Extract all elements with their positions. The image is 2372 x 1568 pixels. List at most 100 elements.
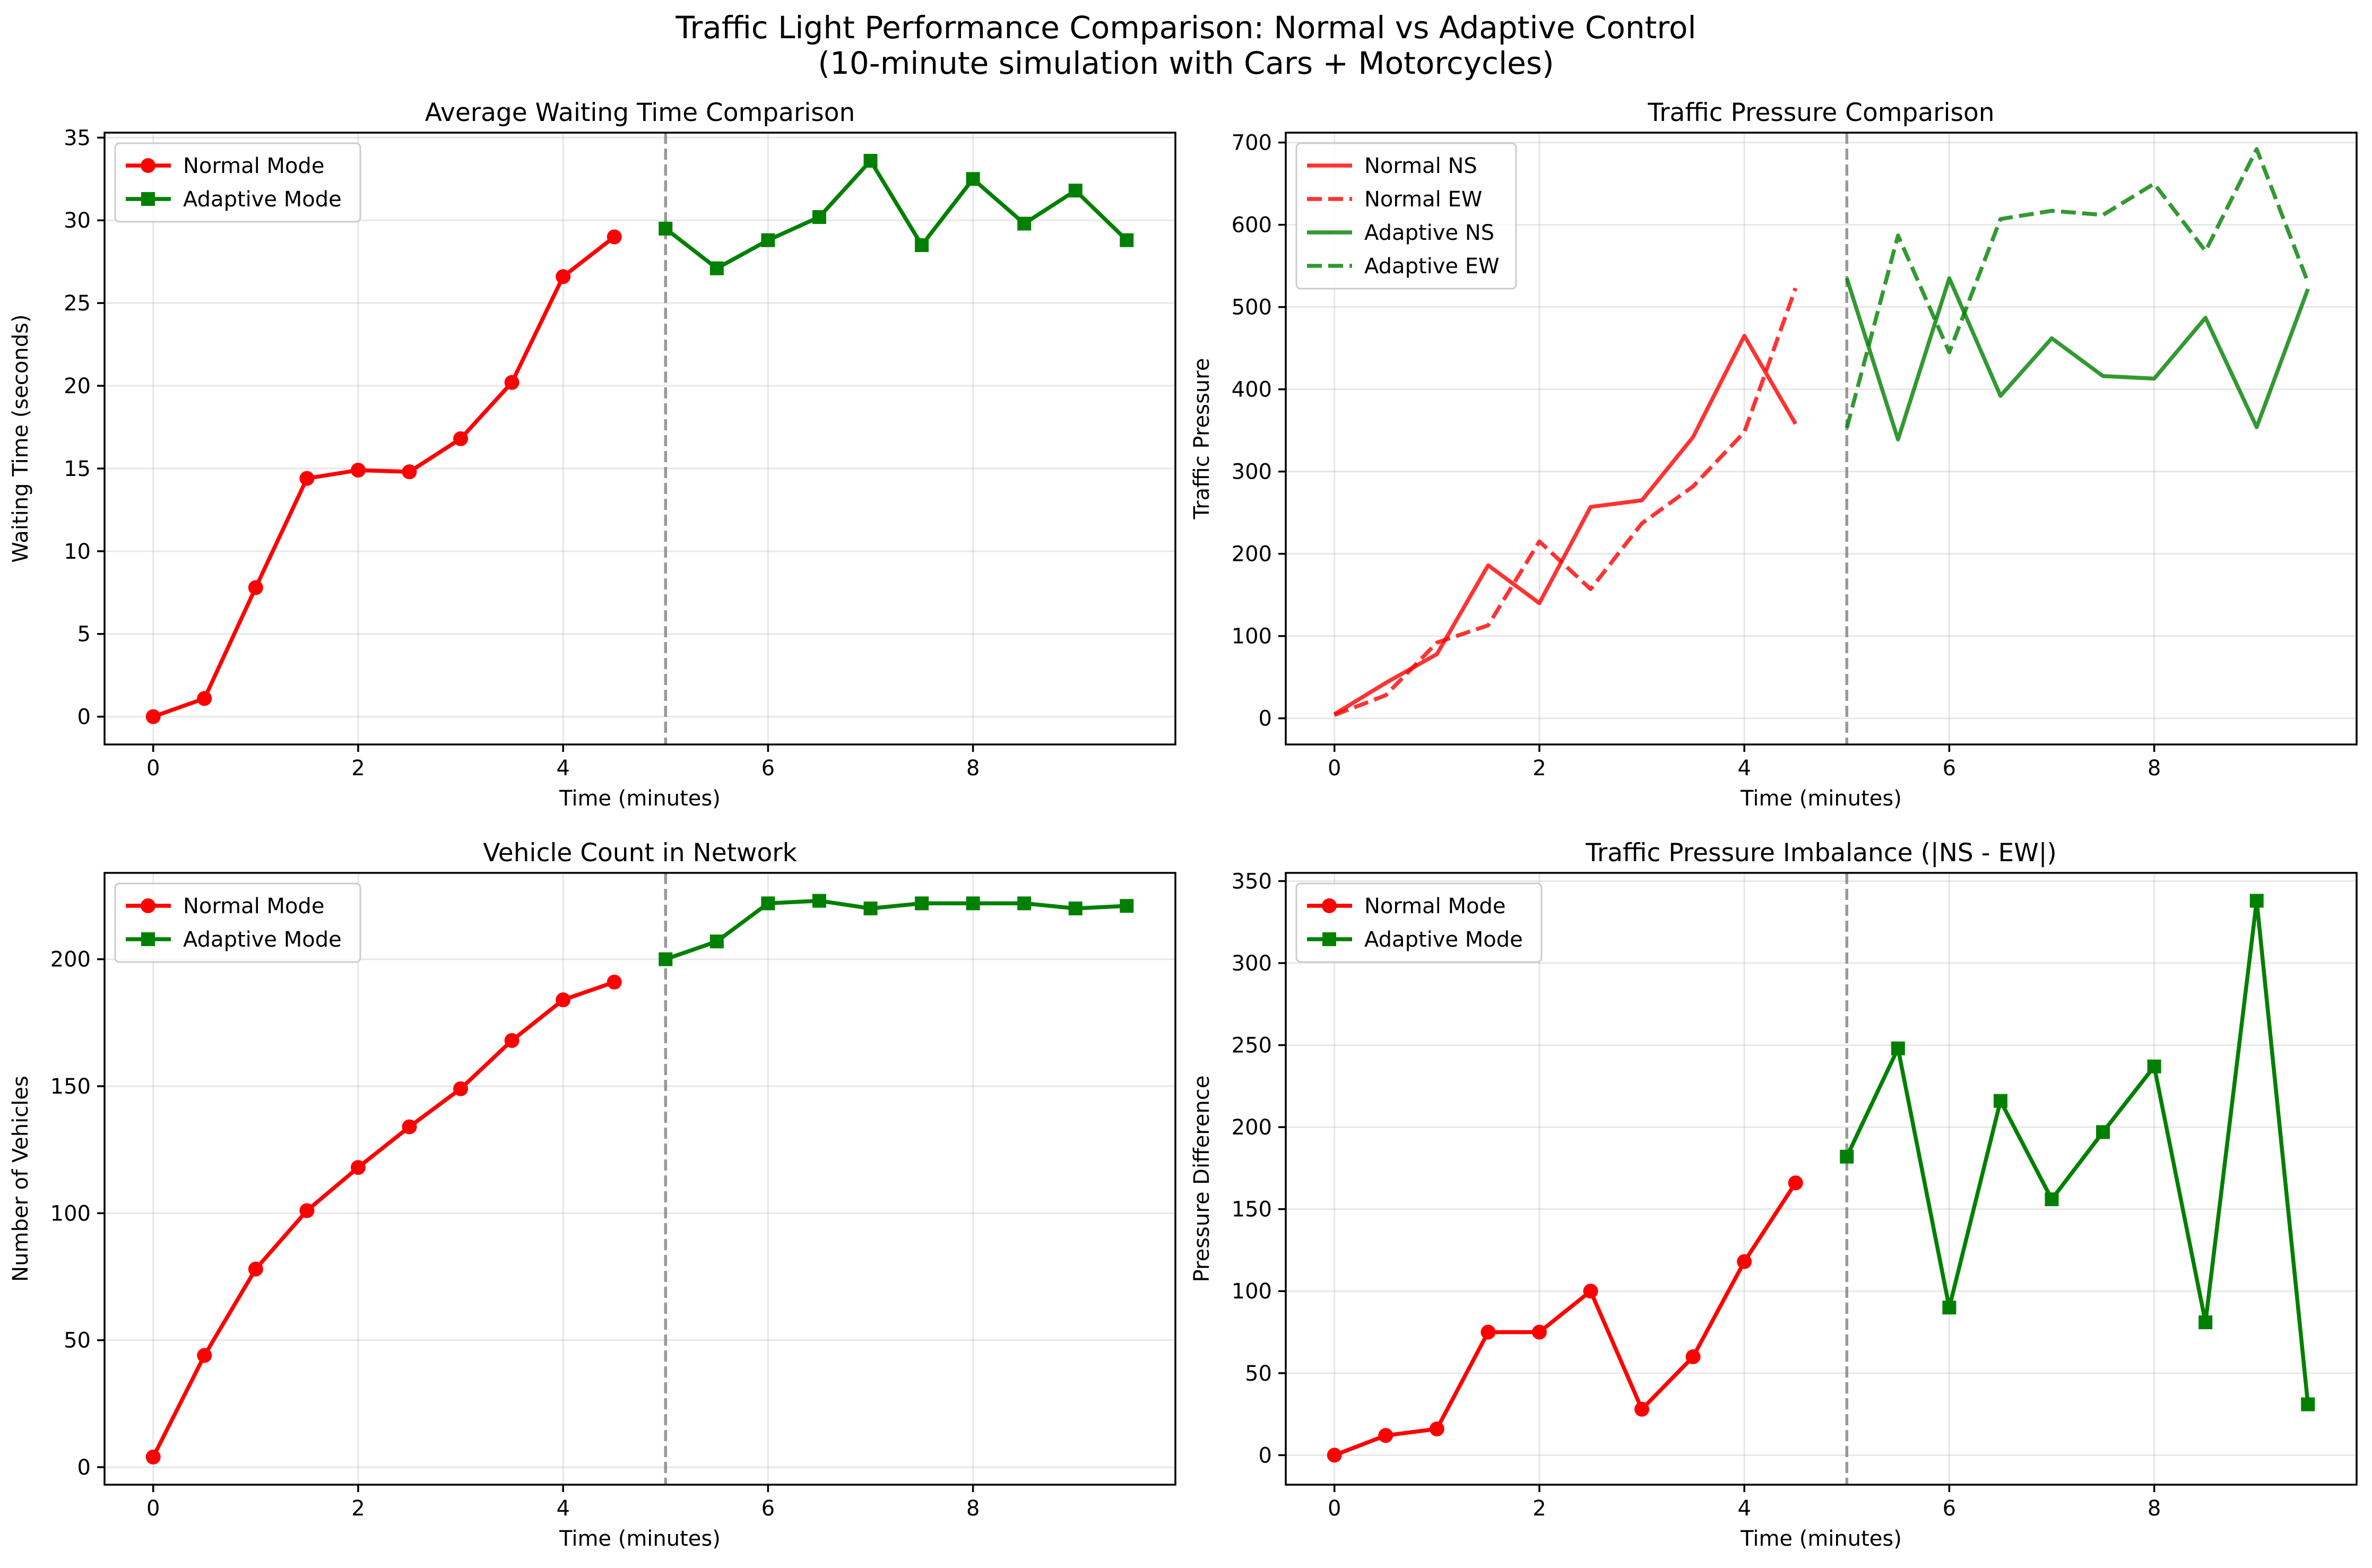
legend-label: Adaptive Mode — [183, 928, 342, 952]
x-tick-label: 8 — [966, 756, 980, 781]
chart-panel-2: 0 2 4 6 8 0 100 200 300 400 500 600 700 Traffic Press… — [1190, 98, 2358, 811]
data-point — [1481, 1324, 1496, 1340]
data-point — [1120, 233, 1134, 247]
legend-box — [114, 882, 361, 963]
legend-label: Normal Mode — [183, 154, 324, 178]
y-axis-label: Traffic Pressure — [1190, 358, 1214, 520]
legend-marker — [141, 898, 155, 913]
data-point — [145, 1449, 161, 1465]
data-point — [863, 902, 878, 916]
data-point — [197, 1348, 212, 1363]
series-line-adaptive-ns — [1845, 276, 2310, 441]
series-line-normal-ew — [1334, 287, 1798, 717]
legend-box — [1295, 142, 1517, 290]
series-line-adaptive-mode — [664, 159, 1128, 271]
data-point — [659, 952, 673, 966]
y-tick-label: 20 — [64, 374, 91, 399]
data-point — [1378, 1428, 1393, 1443]
data-point — [1685, 1349, 1701, 1364]
x-tick-label: 0 — [146, 756, 160, 781]
legend-label: Adaptive EW — [1364, 254, 1500, 279]
x-tick-label: 6 — [1943, 1496, 1956, 1521]
chart-title: Traffic Pressure Comparison — [1647, 98, 1994, 127]
data-point — [145, 709, 161, 724]
series-line-normal-mode — [152, 235, 616, 719]
x-tick-label: 4 — [556, 756, 569, 781]
data-point — [2147, 1059, 2161, 1073]
data-point — [709, 934, 724, 949]
legend-label: Adaptive Mode — [183, 187, 342, 212]
data-point — [2249, 894, 2264, 908]
legend-marker — [1322, 932, 1336, 946]
x-tick-label: 0 — [1328, 756, 1341, 781]
y-axis-label: Number of Vehicles — [8, 1076, 33, 1282]
x-tick-label: 8 — [966, 1496, 980, 1521]
legend-label: Normal NS — [1364, 154, 1477, 178]
y-tick-label: 0 — [77, 705, 91, 730]
x-tick-label: 2 — [1533, 756, 1546, 781]
data-point — [1840, 1149, 1854, 1164]
y-axis-label: Pressure Difference — [1190, 1076, 1214, 1283]
legend-marker — [1322, 898, 1337, 913]
y-tick-label: 300 — [1232, 951, 1272, 976]
y-tick-label: 200 — [1232, 542, 1272, 567]
legend-box — [114, 142, 361, 223]
y-tick-label: 400 — [1232, 378, 1272, 402]
y-tick-label: 350 — [1232, 869, 1272, 894]
data-point — [709, 261, 724, 275]
y-tick-label: 200 — [50, 948, 91, 972]
legend-box — [1295, 882, 1543, 963]
chart-title: Average Waiting Time Comparison — [425, 98, 855, 127]
data-point — [402, 464, 417, 480]
data-point — [1120, 899, 1134, 913]
chart-title: Traffic Pressure Imbalance (|NS - EW|) — [1585, 838, 2057, 868]
y-tick-label: 35 — [64, 126, 91, 150]
legend-label: Normal EW — [1364, 187, 1482, 212]
data-point — [1583, 1284, 1598, 1299]
figure-title-line1: Traffic Light Performance Comparison: No… — [675, 10, 1696, 46]
y-tick-label: 25 — [64, 291, 91, 316]
data-point — [1531, 1324, 1547, 1340]
data-point — [197, 691, 212, 706]
x-tick-label: 2 — [351, 1496, 365, 1521]
y-tick-label: 500 — [1232, 296, 1272, 320]
data-point — [1891, 1041, 1905, 1055]
x-tick-label: 2 — [351, 756, 365, 781]
data-point — [556, 269, 571, 284]
data-point — [1737, 1254, 1752, 1269]
y-tick-label: 0 — [1259, 1443, 1272, 1468]
data-point — [299, 471, 315, 486]
data-point — [1068, 184, 1083, 198]
x-axis-label: Time (minutes) — [1740, 786, 1902, 811]
data-point — [607, 229, 622, 245]
data-point — [1429, 1421, 1444, 1436]
data-point — [659, 221, 673, 236]
series-line-normal-mode — [1334, 1182, 1797, 1457]
chart-panel-4: 0 2 4 6 8 0 50 100 150 200 250 300 350 Traffic Pressu… — [1190, 838, 2358, 1551]
legend-marker — [141, 192, 155, 206]
data-point — [504, 1033, 520, 1048]
data-point — [812, 894, 826, 908]
x-axis-label: Time (minutes) — [1740, 1527, 1902, 1551]
data-point — [1068, 902, 1083, 916]
legend-marker — [141, 158, 155, 173]
y-tick-label: 600 — [1232, 213, 1272, 238]
series-line-normal-mode — [151, 980, 615, 1458]
chart-panel-3: 0 2 4 6 8 0 50 100 150 200 Vehicle Count in Networ… — [8, 838, 1176, 1551]
data-point — [2045, 1192, 2059, 1207]
y-tick-label: 100 — [1232, 625, 1272, 649]
x-tick-label: 6 — [761, 756, 775, 781]
data-point — [556, 992, 571, 1008]
x-tick-label: 0 — [146, 1496, 160, 1521]
axes-frame — [103, 132, 1176, 746]
series-line-adaptive-mode — [1845, 898, 2310, 1405]
data-point — [453, 431, 469, 446]
x-tick-label: 8 — [2148, 1496, 2161, 1521]
data-point — [1017, 896, 1032, 911]
axes-frame — [1285, 132, 2358, 746]
y-tick-label: 15 — [64, 457, 91, 481]
data-point — [966, 172, 980, 186]
y-tick-label: 30 — [64, 209, 91, 233]
figure-title-line2: (10-minute simulation with Cars + Motorc… — [818, 45, 1554, 81]
y-tick-label: 200 — [1232, 1115, 1272, 1140]
